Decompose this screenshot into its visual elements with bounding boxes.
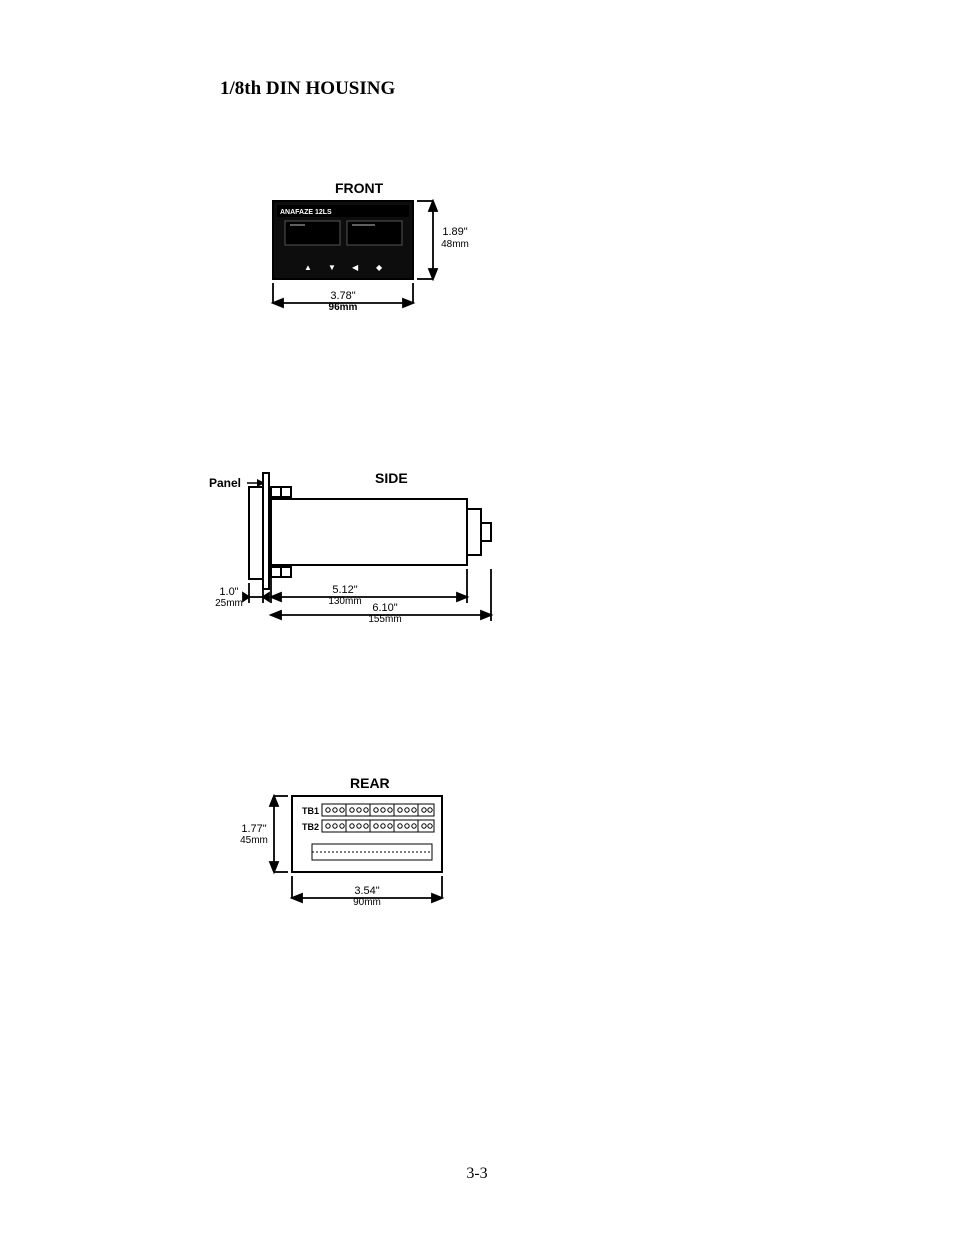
rear-height-mm: 45mm xyxy=(240,835,268,846)
front-height-in: 1.89" xyxy=(442,226,467,238)
rear-width-in: 3.54" xyxy=(354,885,379,897)
svg-text:▲: ▲ xyxy=(304,263,312,272)
svg-text:◆: ◆ xyxy=(376,263,383,272)
body-depth-in: 5.12" xyxy=(332,584,357,596)
body xyxy=(271,499,467,565)
rear-height-in: 1.77" xyxy=(241,823,266,835)
front-view-figure: FRONT ANAFAZE 12LS ▲ xyxy=(255,175,505,345)
bezel-depth-in: 1.0" xyxy=(219,586,238,598)
front-width-mm: 96mm xyxy=(329,302,358,313)
rear-width-mm: 90mm xyxy=(353,897,381,908)
page-number: 3-3 xyxy=(0,1165,954,1183)
bezel xyxy=(249,487,263,579)
svg-text:▼: ▼ xyxy=(328,263,336,272)
front-width-in: 3.78" xyxy=(330,290,355,302)
front-height-dim xyxy=(417,201,437,279)
device-front: ANAFAZE 12LS ▲ ▼ ◀ ◆ xyxy=(273,201,413,279)
overall-depth-in: 6.10" xyxy=(372,602,397,614)
brand-text: ANAFAZE 12LS xyxy=(280,209,332,216)
rear-view-figure: REAR TB1 TB2 xyxy=(240,770,480,950)
front-height-mm: 48mm xyxy=(441,239,469,250)
rear-label: REAR xyxy=(350,775,390,791)
tb1-label: TB1 xyxy=(302,806,319,816)
overall-depth-mm: 155mm xyxy=(368,614,401,625)
front-label: FRONT xyxy=(335,180,384,196)
lower-connector xyxy=(312,844,432,860)
svg-text:◀: ◀ xyxy=(352,263,359,272)
rear-connector xyxy=(467,509,481,555)
side-label: SIDE xyxy=(375,470,408,486)
panel-label: Panel xyxy=(209,476,241,490)
tb2-terminals xyxy=(322,820,434,832)
body-depth-mm: 130mm xyxy=(328,596,361,607)
page-title: 1/8th DIN HOUSING xyxy=(220,78,395,100)
tb2-label: TB2 xyxy=(302,822,319,832)
bezel-depth-mm: 25mm xyxy=(215,598,243,609)
tb1-terminals xyxy=(322,804,434,816)
side-view-figure: SIDE Panel xyxy=(205,465,525,665)
